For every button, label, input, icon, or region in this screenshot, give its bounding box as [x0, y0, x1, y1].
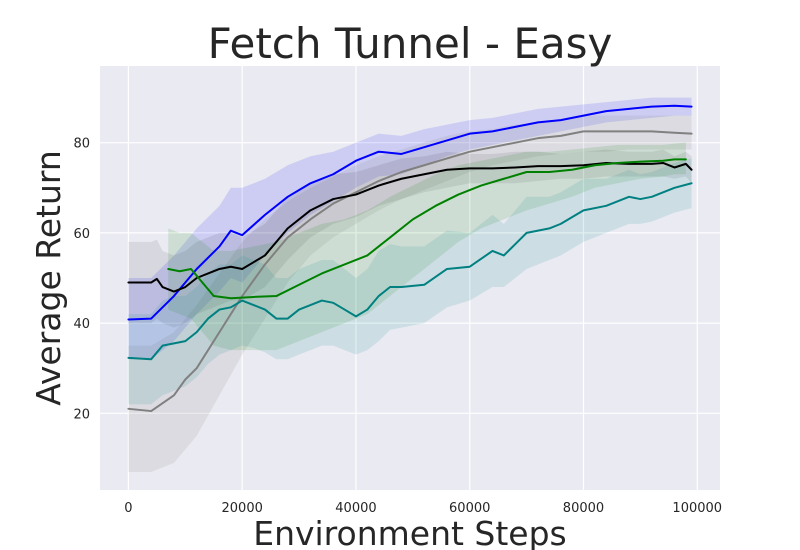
series-line-3: [167, 158, 687, 300]
y-axis-label: Average Return: [29, 150, 68, 406]
x-tick-label: 60000: [449, 501, 490, 516]
x-tick-label: 0: [124, 501, 132, 516]
confidence-band-4: [128, 158, 692, 405]
x-tick-label: 80000: [563, 501, 604, 516]
series-line-4: [127, 182, 693, 361]
chart-title: Fetch Tunnel - Easy: [208, 19, 613, 68]
plot-background: [100, 66, 720, 490]
x-tick-labels: 0 20000 40000 60000 80000 100000: [124, 501, 722, 516]
confidence-band-3: [168, 142, 686, 351]
series-lines: [127, 104, 693, 413]
y-tick-label: 40: [73, 317, 90, 332]
confidence-band-0: [128, 97, 692, 360]
confidence-band-2: [128, 149, 692, 328]
y-tick-label: 80: [73, 137, 90, 152]
y-tick-labels: 20 40 60 80: [73, 137, 90, 423]
series-line-0: [127, 104, 693, 321]
x-tick-label: 100000: [672, 501, 722, 516]
x-tick-label: 40000: [335, 501, 376, 516]
y-tick-label: 20: [73, 407, 90, 422]
x-axis-label: Environment Steps: [253, 514, 567, 550]
series-line-1: [127, 130, 693, 413]
x-tick-label: 20000: [222, 501, 263, 516]
y-tick-label: 60: [73, 227, 90, 242]
confidence-band-1: [128, 115, 692, 472]
confidence-bands: [128, 97, 692, 472]
